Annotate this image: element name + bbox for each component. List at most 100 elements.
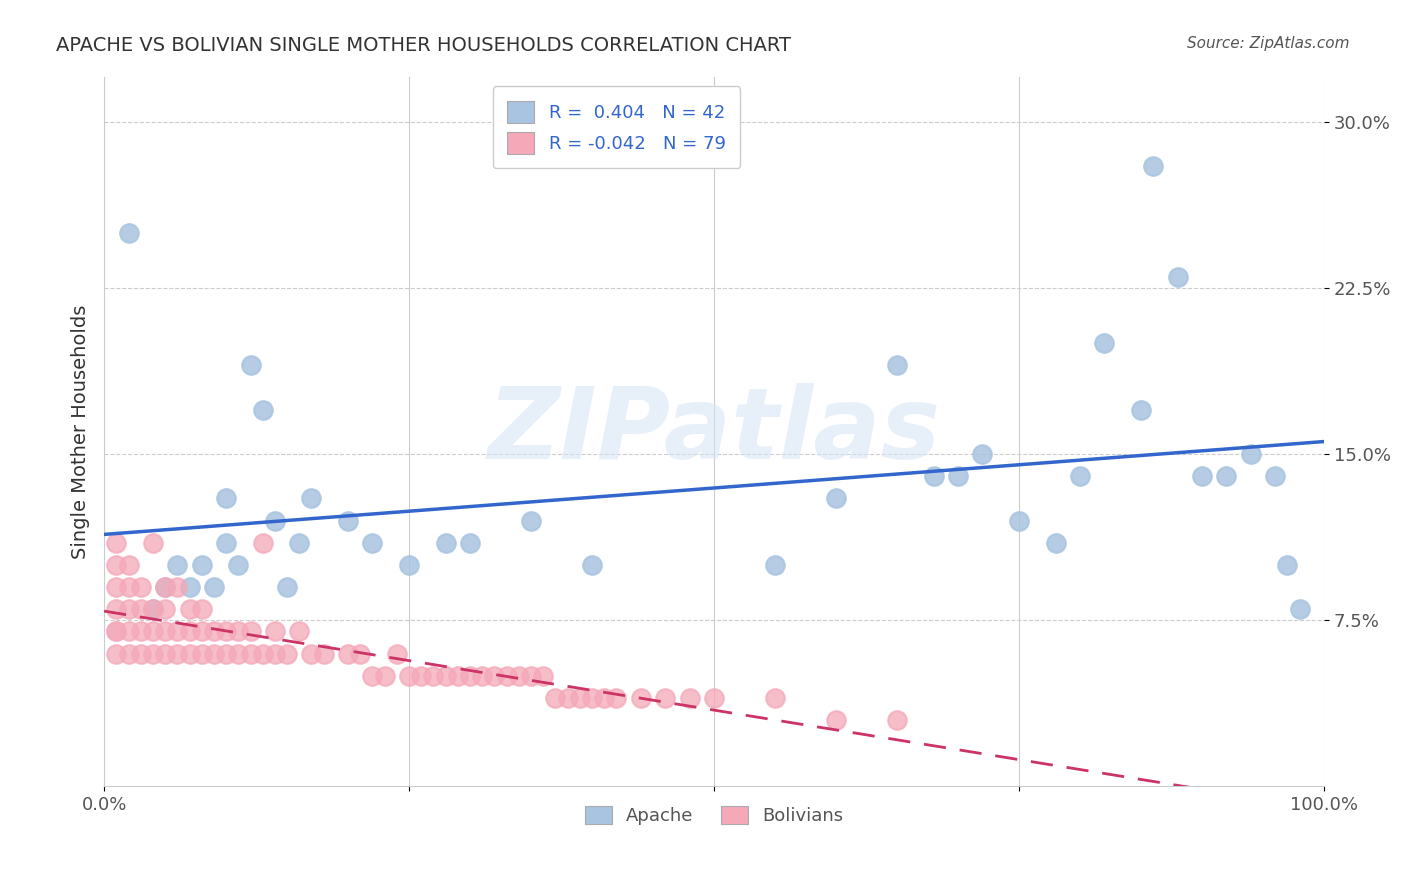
Point — [166, 624, 188, 639]
Point — [361, 669, 384, 683]
Point — [361, 535, 384, 549]
Point — [312, 647, 335, 661]
Point — [276, 647, 298, 661]
Point — [117, 558, 139, 572]
Point — [1092, 336, 1115, 351]
Point — [105, 647, 128, 661]
Point — [398, 669, 420, 683]
Point — [654, 690, 676, 705]
Point — [422, 669, 444, 683]
Point — [763, 558, 786, 572]
Point — [825, 491, 848, 506]
Point — [1215, 469, 1237, 483]
Point — [264, 647, 287, 661]
Point — [1008, 514, 1031, 528]
Point — [264, 514, 287, 528]
Point — [117, 602, 139, 616]
Point — [239, 359, 262, 373]
Point — [202, 580, 225, 594]
Point — [1069, 469, 1091, 483]
Point — [288, 624, 311, 639]
Point — [385, 647, 408, 661]
Point — [495, 669, 517, 683]
Point — [239, 647, 262, 661]
Point — [1142, 159, 1164, 173]
Point — [166, 580, 188, 594]
Point — [886, 359, 908, 373]
Text: Source: ZipAtlas.com: Source: ZipAtlas.com — [1187, 36, 1350, 51]
Point — [239, 624, 262, 639]
Point — [703, 690, 725, 705]
Point — [458, 535, 481, 549]
Point — [190, 624, 212, 639]
Point — [105, 535, 128, 549]
Point — [142, 602, 165, 616]
Point — [105, 624, 128, 639]
Point — [946, 469, 969, 483]
Point — [215, 624, 238, 639]
Point — [1240, 447, 1263, 461]
Point — [153, 580, 176, 594]
Y-axis label: Single Mother Households: Single Mother Households — [72, 305, 90, 559]
Point — [215, 535, 238, 549]
Point — [520, 514, 543, 528]
Point — [568, 690, 591, 705]
Point — [142, 535, 165, 549]
Point — [153, 580, 176, 594]
Point — [226, 624, 249, 639]
Point — [105, 602, 128, 616]
Point — [471, 669, 494, 683]
Point — [1045, 535, 1067, 549]
Point — [337, 647, 360, 661]
Text: ZIPatlas: ZIPatlas — [488, 384, 941, 481]
Point — [411, 669, 433, 683]
Point — [264, 624, 287, 639]
Point — [763, 690, 786, 705]
Point — [349, 647, 371, 661]
Point — [117, 647, 139, 661]
Point — [190, 647, 212, 661]
Point — [142, 624, 165, 639]
Point — [301, 647, 323, 661]
Point — [276, 580, 298, 594]
Point — [153, 602, 176, 616]
Point — [508, 669, 530, 683]
Point — [1191, 469, 1213, 483]
Point — [288, 535, 311, 549]
Point — [531, 669, 554, 683]
Point — [544, 690, 567, 705]
Point — [434, 535, 457, 549]
Point — [678, 690, 700, 705]
Point — [301, 491, 323, 506]
Point — [105, 580, 128, 594]
Point — [117, 580, 139, 594]
Point — [922, 469, 945, 483]
Point — [458, 669, 481, 683]
Point — [434, 669, 457, 683]
Point — [129, 580, 152, 594]
Point — [581, 558, 603, 572]
Point — [129, 647, 152, 661]
Point — [179, 602, 201, 616]
Point — [1129, 402, 1152, 417]
Text: APACHE VS BOLIVIAN SINGLE MOTHER HOUSEHOLDS CORRELATION CHART: APACHE VS BOLIVIAN SINGLE MOTHER HOUSEHO… — [56, 36, 792, 54]
Point — [1288, 602, 1310, 616]
Point — [190, 558, 212, 572]
Point — [166, 647, 188, 661]
Point — [129, 624, 152, 639]
Point — [105, 558, 128, 572]
Point — [129, 602, 152, 616]
Point — [337, 514, 360, 528]
Point — [557, 690, 579, 705]
Point — [886, 713, 908, 727]
Point — [630, 690, 652, 705]
Point — [593, 690, 616, 705]
Point — [226, 647, 249, 661]
Point — [1277, 558, 1299, 572]
Point — [117, 624, 139, 639]
Point — [142, 602, 165, 616]
Point — [825, 713, 848, 727]
Point — [1264, 469, 1286, 483]
Point — [179, 580, 201, 594]
Point — [153, 624, 176, 639]
